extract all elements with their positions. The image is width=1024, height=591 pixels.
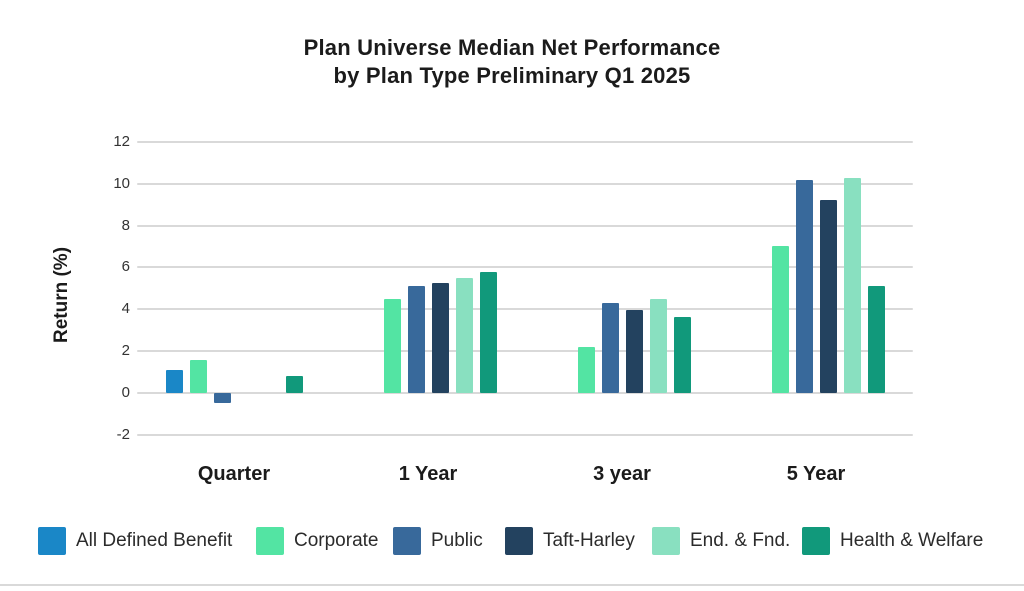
legend-label-taft-harley: Taft-Harley (543, 530, 635, 551)
bar-1-year-end-fnd (455, 277, 473, 393)
legend-label-public: Public (431, 530, 483, 551)
bar-5-year-taft-harley (819, 200, 837, 393)
bar-5-year-end-fnd (843, 178, 861, 393)
y-tick-label--2: -2 (116, 425, 130, 443)
legend-item-taft-harley: Taft-Harley (505, 527, 635, 555)
x-category-label-1-year: 1 Year (398, 463, 458, 485)
y-axis-title: Return (%) (51, 246, 72, 344)
gridline-y8 (137, 224, 913, 227)
legend-swatch-end-fnd (652, 527, 680, 555)
x-category-label-quarter: Quarter (197, 463, 271, 485)
gridline-y-2 (137, 433, 913, 436)
legend-item-health-welfare: Health & Welfare (802, 527, 983, 555)
bar-quarter-corporate (189, 359, 207, 393)
chart-title: Plan Universe Median Net Performance by … (7, 34, 1017, 90)
y-tick-label-12: 12 (113, 132, 130, 150)
y-tick-label-8: 8 (121, 216, 130, 234)
legend-item-corporate: Corporate (256, 527, 379, 555)
x-category-label-3-year: 3 year (593, 463, 651, 485)
gridline-y12 (137, 140, 913, 143)
chart-title-line1: Plan Universe Median Net Performance (303, 35, 721, 60)
bar-5-year-public (795, 179, 813, 393)
bar-3-year-public (601, 303, 619, 393)
bar-quarter-health-welfare (285, 376, 303, 393)
legend-label-all-defined-benefit: All Defined Benefit (76, 530, 233, 551)
gridline-y2 (137, 350, 913, 353)
bar-3-year-end-fnd (649, 298, 667, 393)
gridline-y10 (137, 182, 913, 185)
legend-label-corporate: Corporate (294, 530, 379, 551)
legend-item-public: Public (393, 527, 483, 555)
y-tick-label-4: 4 (121, 300, 130, 318)
legend-swatch-all-defined-benefit (38, 527, 66, 555)
gridline-y0 (137, 392, 913, 394)
legend-item-all-defined-benefit: All Defined Benefit (38, 527, 232, 555)
legend-swatch-health-welfare (802, 527, 830, 555)
bar-3-year-corporate (577, 346, 595, 393)
bottom-divider (0, 584, 1024, 586)
chart-title-line2: by Plan Type Preliminary Q1 2025 (333, 63, 691, 88)
bar-1-year-corporate (383, 298, 401, 393)
bar-1-year-public (407, 286, 425, 393)
bar-3-year-health-welfare (673, 316, 691, 393)
bar-1-year-taft-harley (431, 283, 449, 393)
bar-quarter-public (213, 393, 231, 404)
legend-swatch-public (393, 527, 421, 555)
legend-swatch-corporate (256, 527, 284, 555)
bar-5-year-corporate (771, 246, 789, 393)
gridline-y4 (137, 308, 913, 311)
gridline-y6 (137, 266, 913, 269)
legend-label-end-fnd: End. & Fnd. (690, 530, 791, 551)
y-tick-label-10: 10 (113, 174, 130, 192)
bar-5-year-health-welfare (867, 286, 885, 393)
y-tick-label-0: 0 (121, 384, 130, 401)
bar-3-year-taft-harley (625, 310, 643, 393)
legend-item-end-fnd: End. & Fnd. (652, 527, 790, 555)
x-category-label-5-year: 5 Year (786, 463, 846, 485)
y-tick-label-6: 6 (121, 258, 130, 276)
legend-swatch-taft-harley (505, 527, 533, 555)
bar-1-year-health-welfare (479, 271, 497, 393)
y-tick-label-2: 2 (121, 342, 130, 360)
legend-label-health-welfare: Health & Welfare (840, 530, 984, 551)
bar-quarter-all-defined-benefit (165, 369, 183, 393)
